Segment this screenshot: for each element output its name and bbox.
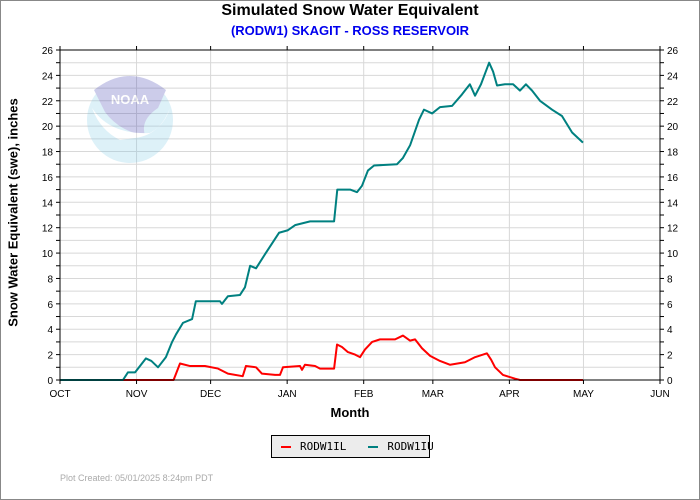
legend-label: RODW1IU [387,440,434,453]
y-axis-label: Snow Water Equivalent (swe), inches [5,98,21,327]
y-tick-label-left: 14 [42,198,54,209]
x-tick-label: JAN [278,389,297,400]
x-tick-label: APR [499,389,520,400]
y-tick-label-right: 6 [667,300,673,311]
legend-label: RODW1IL [300,440,347,453]
y-tick-label-right: 2 [667,351,673,362]
y-tick-label-left: 26 [42,46,54,57]
legend: RODW1IL RODW1IU [271,435,434,458]
x-tick-label: NOV [126,389,148,400]
y-tick-label-left: 0 [47,376,53,387]
y-tick-label-left: 6 [47,300,53,311]
chart-subtitle: (RODW1) SKAGIT - ROSS RESERVOIR [230,23,470,38]
y-tick-label-right: 4 [667,325,673,336]
y-tick-label-left: 24 [42,71,54,82]
x-tick-label: MAR [422,389,444,400]
series-line-rodw1iu [60,61,584,381]
x-tick-label: JUN [650,389,669,400]
y-tick-label-right: 10 [667,249,679,260]
x-tick-label: OCT [49,389,70,400]
y-tick-label-right: 14 [667,198,679,209]
x-tick-label: MAY [573,389,594,400]
legend-swatch [281,445,291,448]
y-tick-label-left: 22 [42,97,54,108]
y-tick-label-left: 2 [47,351,53,362]
y-tick-label-right: 26 [667,46,679,57]
y-tick-label-left: 20 [42,122,54,133]
series-line-rodw1il [60,334,583,381]
y-tick-label-left: 10 [42,249,54,260]
y-tick-label-right: 22 [667,97,679,108]
y-tick-label-left: 12 [42,224,54,235]
chart-title: Simulated Snow Water Equivalent [221,2,479,19]
y-tick-label-right: 0 [667,376,673,387]
y-tick-label-right: 8 [667,274,673,285]
y-tick-label-left: 4 [47,325,53,336]
plot-created-footer: Plot Created: 05/01/2025 8:24pm PDT [60,473,214,483]
y-tick-label-right: 16 [667,173,679,184]
legend-item-rodw1il: RODW1IL [281,440,346,453]
svg-text:NOAA: NOAA [111,92,150,107]
legend-swatch [368,445,379,448]
y-tick-label-left: 16 [42,173,54,184]
y-tick-label-right: 18 [667,148,679,159]
legend-item-rodw1iu: RODW1IU [368,440,434,453]
x-axis-label: Month [330,405,370,420]
y-tick-label-right: 24 [667,71,679,82]
y-tick-label-left: 18 [42,148,54,159]
x-tick-label: FEB [354,389,374,400]
y-tick-label-right: 20 [667,122,679,133]
y-tick-label-left: 8 [47,274,53,285]
noaa-logo-watermark: NOAA [87,76,173,163]
y-tick-label-right: 12 [667,224,679,235]
x-tick-label: DEC [200,389,221,400]
